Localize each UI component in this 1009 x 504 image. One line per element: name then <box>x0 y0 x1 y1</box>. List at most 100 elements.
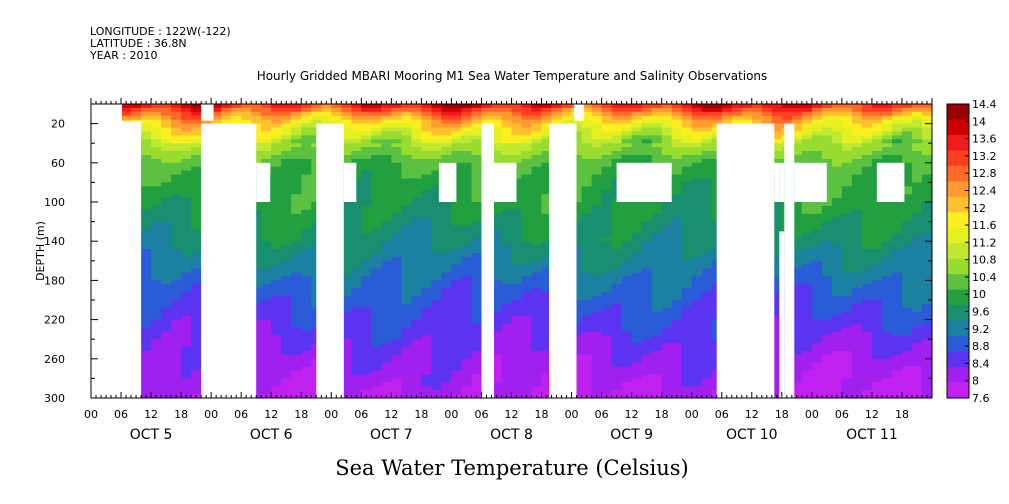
heatmap-cell <box>361 319 372 325</box>
heatmap-cell <box>401 292 412 297</box>
heatmap-cell <box>411 245 422 250</box>
heatmap-cell <box>171 131 182 136</box>
heatmap-cell <box>261 272 272 278</box>
heatmap-cell <box>451 143 462 148</box>
heatmap-cell <box>371 213 382 219</box>
heatmap-cell <box>281 284 292 289</box>
heatmap-cell <box>461 166 472 172</box>
heatmap-cell <box>371 288 382 293</box>
heatmap-cell <box>601 343 613 348</box>
heatmap-cell <box>501 272 513 278</box>
heatmap-cell <box>541 335 553 340</box>
heatmap-cell <box>181 213 192 219</box>
heatmap-cell <box>641 202 653 207</box>
heatmap-cell <box>191 119 202 125</box>
heatmap-cell <box>141 272 152 278</box>
heatmap-cell <box>491 272 503 278</box>
heatmap-cell <box>601 362 613 368</box>
heatmap-cell <box>291 335 302 340</box>
heatmap-cell <box>261 107 272 113</box>
heatmap-cell <box>361 327 372 332</box>
heatmap-cell <box>611 354 623 360</box>
heatmap-cell <box>351 272 362 278</box>
heatmap-cell <box>391 186 402 191</box>
heatmap-cell <box>641 284 653 289</box>
heatmap-cell <box>411 147 422 152</box>
heatmap-cell <box>671 170 683 176</box>
heatmap-cell <box>471 390 483 395</box>
heatmap-cell <box>651 158 663 164</box>
heatmap-cell <box>221 107 232 113</box>
heatmap-cell <box>671 272 683 278</box>
heatmap-cell <box>671 390 683 395</box>
heatmap-cell <box>591 249 603 254</box>
heatmap-cell <box>541 303 553 309</box>
heatmap-cell <box>261 331 272 336</box>
heatmap-cell <box>441 288 452 293</box>
heatmap-cell <box>531 366 543 372</box>
heatmap-cell <box>591 194 603 199</box>
heatmap-cell <box>351 292 362 297</box>
heatmap-cell <box>361 335 372 340</box>
heatmap-cell <box>681 327 693 332</box>
heatmap-cell <box>591 202 603 207</box>
heatmap-cell <box>421 198 432 203</box>
heatmap-cell <box>621 123 633 129</box>
heatmap-cell <box>291 178 302 183</box>
heatmap-cell <box>581 119 593 125</box>
heatmap-cell <box>531 276 543 281</box>
heatmap-cell <box>261 143 272 148</box>
heatmap-cell <box>621 260 633 266</box>
heatmap-cell <box>351 143 362 148</box>
heatmap-cell <box>601 351 613 356</box>
heatmap-cell <box>401 104 412 109</box>
heatmap-cell <box>511 166 523 172</box>
heatmap-cell <box>301 104 312 109</box>
heatmap-cell <box>391 174 402 180</box>
heatmap-cell <box>671 343 683 348</box>
heatmap-cell <box>341 276 352 281</box>
heatmap-cell <box>291 347 302 352</box>
heatmap-cell <box>501 151 513 156</box>
heatmap-cell <box>531 119 543 125</box>
heatmap-cell <box>681 107 693 113</box>
heatmap-cell <box>461 296 472 301</box>
heatmap-cell <box>471 135 483 140</box>
heatmap-cell <box>261 139 272 144</box>
heatmap-cell <box>621 253 633 258</box>
heatmap-cell <box>491 241 503 246</box>
heatmap-cell <box>581 253 593 258</box>
heatmap-cell <box>591 256 603 262</box>
heatmap-cell <box>271 382 282 387</box>
heatmap-cell <box>641 358 653 364</box>
heatmap-cell <box>271 366 282 372</box>
heatmap-cell <box>541 174 553 180</box>
heatmap-cell <box>301 119 312 125</box>
heatmap-cell <box>491 303 503 309</box>
heatmap-cell <box>291 256 302 262</box>
heatmap-cell <box>411 166 422 172</box>
heatmap-cell <box>671 166 683 172</box>
heatmap-cell <box>361 300 372 305</box>
heatmap-cell <box>351 343 362 348</box>
heatmap-cell <box>661 158 673 164</box>
heatmap-cell <box>621 351 633 356</box>
heatmap-cell <box>471 256 483 262</box>
heatmap-cell <box>261 300 272 305</box>
heatmap-cell <box>661 107 673 113</box>
heatmap-cell <box>181 107 192 113</box>
heatmap-cell <box>471 303 483 309</box>
heatmap-cell <box>501 264 513 270</box>
heatmap-cell <box>411 162 422 168</box>
heatmap-cell <box>341 225 352 230</box>
heatmap-cell <box>151 119 162 125</box>
heatmap-cell <box>441 323 452 328</box>
heatmap-cell <box>611 296 623 301</box>
heatmap-cell <box>621 221 633 227</box>
heatmap-cell <box>361 323 372 328</box>
heatmap-cell <box>521 158 533 164</box>
heatmap-cell <box>181 237 192 242</box>
heatmap-cell <box>651 202 663 207</box>
heatmap-cell <box>421 205 432 211</box>
heatmap-cell <box>171 166 182 172</box>
